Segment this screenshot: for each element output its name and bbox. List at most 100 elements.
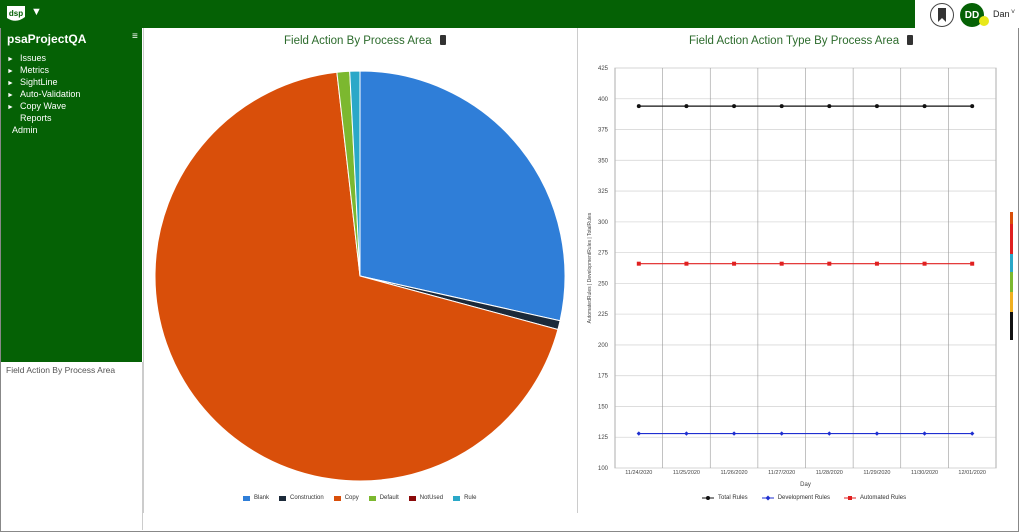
sidebar-item-label: Auto-Validation	[20, 89, 81, 99]
pie-slice-rule[interactable]	[349, 70, 361, 277]
legend-item-blank[interactable]: Blank	[243, 495, 269, 501]
legend-item-construction[interactable]: Construction	[279, 495, 324, 501]
dsp-logo[interactable]: dsp	[5, 4, 27, 24]
legend-marker-icon	[844, 496, 857, 500]
x-tick-label: 11/25/2020	[673, 470, 700, 476]
status-indicator	[979, 16, 989, 26]
legend-swatch	[453, 495, 461, 501]
sidebar-item-label: Copy Wave	[20, 101, 67, 111]
line-chart-title: Field Action Action Type By Process Area	[689, 35, 914, 47]
data-point[interactable]	[827, 431, 832, 436]
mobile-device-icon[interactable]	[439, 35, 446, 45]
scroll-indicator[interactable]	[1010, 212, 1013, 340]
y-tick-label: 250	[598, 281, 609, 287]
data-point[interactable]	[636, 431, 642, 436]
x-tick-label: 11/28/2020	[816, 470, 843, 476]
legend-item-default[interactable]: Default	[368, 495, 399, 501]
legend-item-total-rules[interactable]: Total Rules	[702, 495, 748, 501]
data-point[interactable]	[969, 431, 975, 436]
y-tick-label: 350	[598, 158, 609, 164]
pie-slice-copy[interactable]	[154, 71, 559, 482]
legend-label: Default	[379, 495, 399, 501]
y-tick-label: 150	[598, 404, 609, 410]
data-point[interactable]	[922, 104, 927, 109]
bookmark-glyph-icon	[938, 8, 946, 22]
line-chart-title-text: Field Action Action Type By Process Area	[689, 35, 900, 47]
sidebar-item-reports[interactable]: Reports	[20, 113, 52, 123]
sidebar-footer: Field Action By Process Area	[1, 362, 143, 530]
legend-item-development-rules[interactable]: Development Rules	[761, 495, 830, 501]
sidebar-item-auto-validation[interactable]: ► Auto-Validation	[7, 89, 80, 99]
menu-toggle-icon[interactable]: ≡	[132, 31, 138, 42]
legend-label: Blank	[254, 495, 270, 501]
y-tick-label: 300	[598, 220, 609, 226]
x-tick-label: 11/27/2020	[768, 470, 795, 476]
data-point[interactable]	[874, 104, 879, 109]
expand-arrow-icon: ►	[7, 104, 14, 111]
legend-swatch	[333, 495, 341, 501]
data-point[interactable]	[874, 431, 880, 436]
pie-slice-blank[interactable]	[359, 70, 566, 322]
x-tick-label: 11/24/2020	[625, 470, 652, 476]
legend-item-notused[interactable]: NotUsed	[408, 495, 443, 501]
data-point[interactable]	[922, 261, 927, 266]
data-point[interactable]	[779, 261, 784, 266]
data-point[interactable]	[922, 431, 927, 436]
pie-chart	[154, 70, 566, 482]
data-point[interactable]	[970, 261, 975, 266]
pie-chart-panel: Field Action By Process Area Blank Const…	[143, 28, 577, 513]
legend-label: Automated Rules	[860, 495, 907, 501]
legend-swatch	[279, 495, 287, 501]
legend-item-copy[interactable]: Copy	[333, 495, 359, 501]
data-point[interactable]	[732, 261, 737, 266]
data-point[interactable]	[779, 431, 784, 436]
sidebar-item-label: Admin	[12, 125, 38, 135]
data-point[interactable]	[874, 261, 879, 266]
sidebar-item-admin[interactable]: Admin	[12, 125, 38, 135]
expand-arrow-icon: ►	[7, 92, 14, 99]
data-point[interactable]	[684, 104, 689, 109]
legend-swatch	[368, 495, 376, 501]
sidebar-item-copy-wave[interactable]: ► Copy Wave	[7, 101, 66, 111]
legend-marker-icon	[702, 496, 714, 500]
legend-label: Construction	[290, 495, 324, 501]
legend-marker-icon	[761, 495, 774, 501]
data-point[interactable]	[970, 104, 975, 109]
legend-swatch	[408, 495, 416, 501]
expand-arrow-icon: ►	[7, 68, 14, 75]
data-point[interactable]	[731, 431, 737, 436]
app-menu-caret-icon[interactable]: ▼	[31, 6, 42, 18]
sidebar-item-sightline[interactable]: ► SightLine	[7, 77, 58, 87]
x-axis-label: Day	[800, 482, 811, 488]
svg-text:dsp: dsp	[9, 9, 23, 18]
user-menu-chevron-icon[interactable]: ˅	[1011, 9, 1016, 16]
y-tick-label: 100	[598, 466, 609, 472]
data-point[interactable]	[684, 261, 689, 266]
pie-legend: Blank Construction Copy Default NotUsed …	[243, 495, 476, 501]
data-point[interactable]	[732, 104, 737, 109]
user-name[interactable]: Dan	[993, 9, 1010, 19]
y-tick-label: 425	[598, 66, 609, 72]
line-chart: 100 125 150 175 200 225 250 275 300 325 350 375 400 4…	[587, 66, 997, 488]
sidebar-item-issues[interactable]: ► Issues	[7, 53, 46, 63]
y-tick-label: 400	[598, 97, 609, 103]
data-point[interactable]	[827, 261, 832, 266]
x-tick-label: 11/30/2020	[911, 470, 938, 476]
sidebar: psaProjectQA ≡ ► Issues ► Metrics ► SightLi…	[1, 28, 142, 362]
data-point[interactable]	[779, 104, 784, 109]
sidebar-item-metrics[interactable]: ► Metrics	[7, 65, 49, 75]
legend-swatch	[243, 495, 250, 501]
data-point[interactable]	[636, 261, 641, 266]
sidebar-item-label: SightLine	[20, 77, 58, 87]
data-point[interactable]	[827, 104, 832, 109]
bookmark-icon[interactable]	[930, 3, 954, 27]
data-point[interactable]	[684, 431, 689, 436]
legend-item-automated-rules[interactable]: Automated Rules	[844, 495, 906, 501]
legend-label: Total Rules	[718, 495, 748, 501]
mobile-device-icon[interactable]	[907, 35, 914, 45]
user-avatar[interactable]: DD	[960, 3, 984, 27]
y-tick-label: 125	[598, 435, 609, 441]
data-point[interactable]	[636, 104, 641, 109]
y-tick-label: 175	[598, 374, 609, 380]
legend-item-rule[interactable]: Rule	[453, 495, 476, 501]
